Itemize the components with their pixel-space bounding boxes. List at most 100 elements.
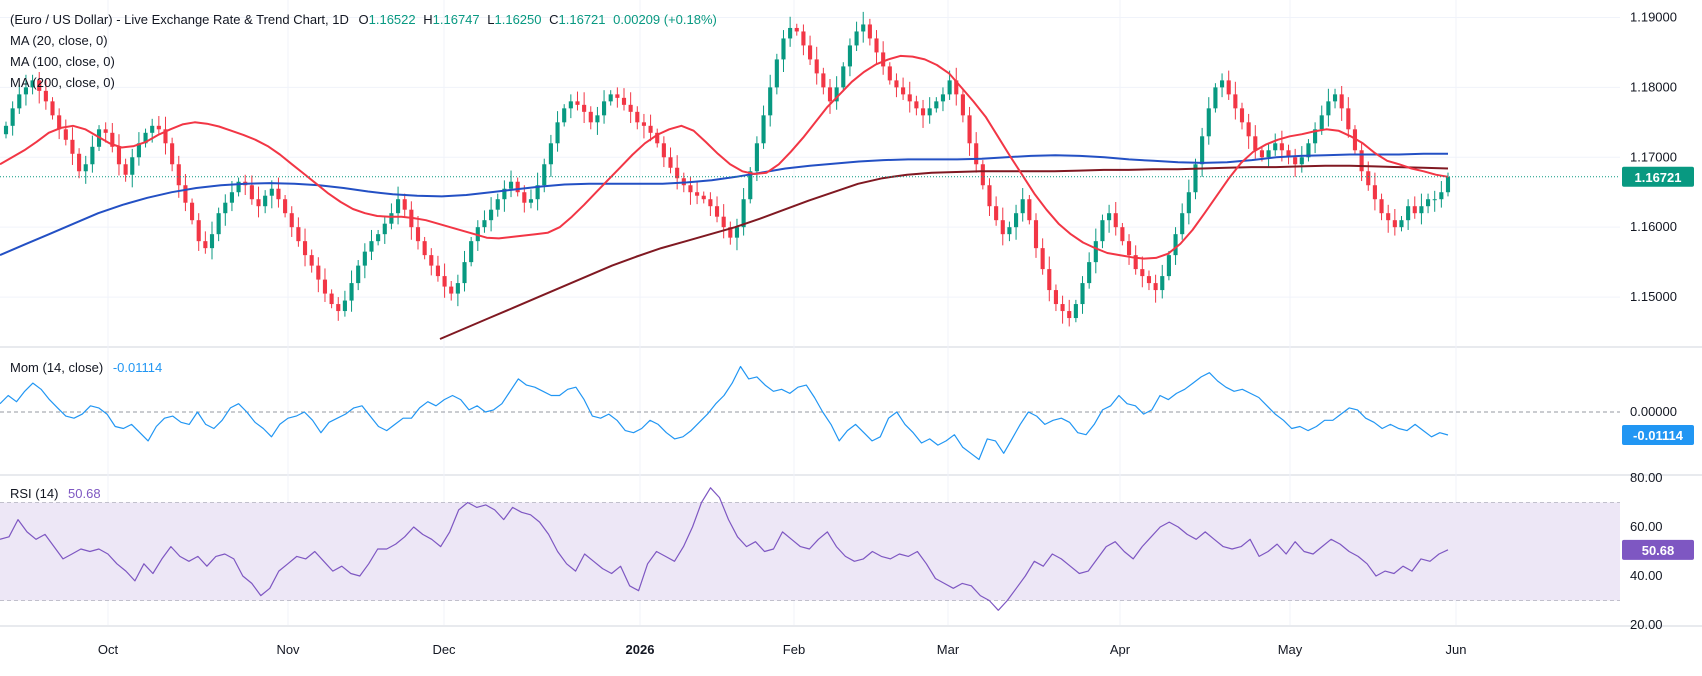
ma200-line [439, 164, 1449, 340]
candle-body [980, 164, 985, 186]
rsi-band [0, 502, 1620, 601]
candle-body [229, 192, 234, 203]
candle-body [1406, 206, 1411, 221]
candle-body [814, 59, 819, 74]
candle-body [1419, 206, 1424, 214]
candle-body [821, 73, 826, 88]
candle-body [316, 265, 321, 280]
candle-body [588, 111, 593, 123]
candle-body [1007, 227, 1012, 235]
time-axis-label: Mar [937, 642, 960, 657]
price-tick-label: 1.16000 [1630, 219, 1677, 234]
candle-body [489, 209, 494, 221]
candle-body [336, 304, 341, 312]
candle-body [841, 66, 846, 88]
ma200-legend[interactable]: MA (200, close, 0) [10, 73, 115, 93]
candle-body [1379, 199, 1384, 214]
candle-body [322, 279, 328, 294]
candle-body [1246, 122, 1251, 137]
candle-body [648, 125, 653, 133]
candle-body [1392, 220, 1397, 228]
ma100-legend[interactable]: MA (100, close, 0) [10, 52, 115, 72]
mom-legend[interactable]: Mom (14, close) -0.01114 [10, 358, 162, 378]
candle-body [349, 283, 354, 301]
candle-body [575, 101, 580, 105]
time-axis-label: Jun [1446, 642, 1467, 657]
candle-body [1266, 150, 1271, 158]
candle-body [655, 132, 660, 144]
last-price-label: 1.16721 [1635, 170, 1682, 185]
candle-body [688, 185, 693, 193]
candle-body [1206, 108, 1211, 137]
candle-body [641, 122, 646, 126]
candle-body [1073, 304, 1078, 319]
candle-body [223, 202, 228, 214]
candle-body [136, 143, 141, 158]
mom-tick-label: 0.00000 [1630, 404, 1677, 419]
candle-body [847, 45, 852, 67]
ma20-legend[interactable]: MA (20, close, 0) [10, 31, 108, 51]
candle-body [1133, 255, 1138, 270]
candle-body [854, 31, 859, 46]
rsi-tick-label: 80.00 [1630, 470, 1663, 485]
candle-body [396, 199, 401, 214]
candle-body [256, 199, 261, 207]
candle-body [1193, 164, 1198, 193]
rsi-legend[interactable]: RSI (14) 50.68 [10, 484, 101, 504]
candle-body [57, 115, 62, 130]
candle-body [50, 101, 55, 116]
candle-body [1279, 143, 1284, 151]
candle-body [362, 251, 367, 266]
candle-body [103, 129, 108, 133]
time-axis-label: 2026 [626, 642, 655, 657]
candle-body [196, 220, 201, 242]
candle-body [356, 265, 361, 284]
low-value: 1.16250 [494, 12, 542, 27]
candle-body [502, 188, 507, 200]
last-price-badge [1622, 166, 1694, 187]
rsi-label: RSI (14) [10, 486, 59, 501]
candle-body [1299, 157, 1304, 165]
candle-body [435, 265, 440, 277]
candle-body [794, 27, 799, 32]
candle-body [422, 241, 427, 256]
candle-body [1239, 108, 1245, 123]
candle-body [562, 108, 567, 123]
candle-body [110, 132, 115, 147]
candle-body [661, 143, 666, 158]
candle-body [1080, 283, 1085, 305]
candle-body [163, 129, 168, 144]
candle-body [1445, 176, 1451, 193]
candle-body [1313, 129, 1318, 144]
candle-body [1107, 213, 1112, 221]
candle-body [1332, 94, 1338, 102]
candle-body [1140, 269, 1145, 277]
mom-value-badge [1622, 425, 1694, 446]
candle-body [1412, 206, 1417, 214]
ma100-line [0, 152, 1448, 257]
candle-body [668, 157, 673, 168]
rsi-value-label: 50.68 [1642, 543, 1675, 558]
candle-body [555, 122, 560, 144]
candle-body [183, 185, 188, 203]
candle-body [3, 125, 9, 135]
candle-body [515, 181, 520, 193]
candle-body [1053, 290, 1058, 305]
candle-body [455, 283, 460, 294]
candle-body [761, 115, 766, 144]
candle-body [269, 188, 274, 196]
candle-body [602, 101, 607, 116]
candle-body [827, 87, 833, 102]
candle-body [130, 157, 135, 175]
candle-body [276, 188, 281, 200]
candle-body [542, 164, 547, 186]
candle-body [901, 87, 906, 95]
candle-body [83, 164, 88, 172]
axes: 1.19000 1.18000 1.17000 1.16000 1.15000 Oct No… [98, 9, 1694, 657]
candle-body [548, 143, 553, 165]
rsi-value-badge [1622, 539, 1694, 560]
candle-body [907, 94, 912, 102]
candle-body [449, 286, 454, 294]
candle-body [17, 94, 22, 109]
